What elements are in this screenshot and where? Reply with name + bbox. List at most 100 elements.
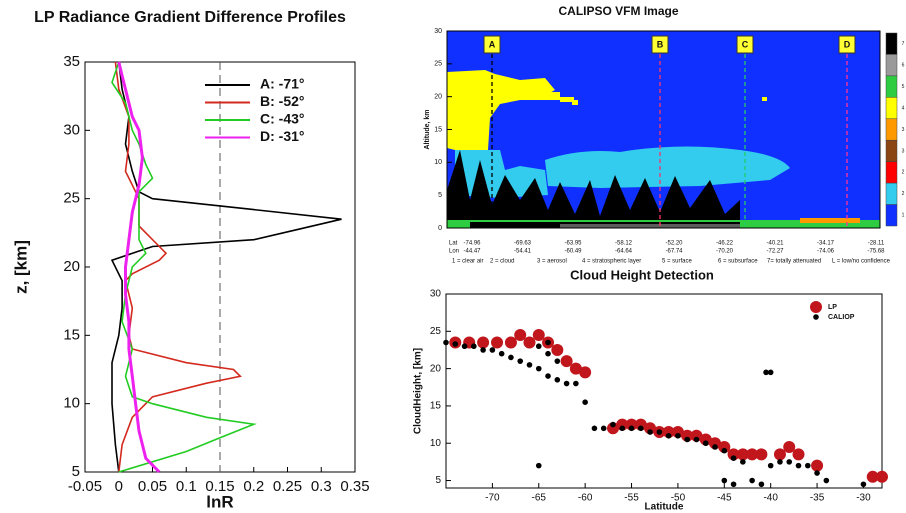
lon-value: -70.20 <box>716 249 734 255</box>
y-tick-label: 25 <box>434 61 442 68</box>
scatter-point <box>477 336 490 349</box>
scatter-point <box>471 343 477 350</box>
x-axis-label: lnR <box>206 492 233 511</box>
scatter-point <box>721 447 728 454</box>
x-tick-label: 0 <box>115 478 123 495</box>
y-axis-label: z, [km] <box>11 240 30 294</box>
scatter-point <box>560 355 573 368</box>
colorbar-cell <box>885 161 898 184</box>
vfm-cloud <box>545 146 790 188</box>
lat-value: -69.63 <box>514 241 532 247</box>
class-legend: 5 = surface <box>662 259 693 265</box>
scatter-point <box>746 448 759 461</box>
scatter-point <box>671 426 684 439</box>
marker-label: D <box>844 39 851 49</box>
lat-value: -46.22 <box>716 241 734 247</box>
lon-value: -64.64 <box>615 249 633 255</box>
scatter-point <box>616 418 629 431</box>
marker-label: B <box>657 39 664 49</box>
lat-value: -40.21 <box>766 241 784 247</box>
scatter-point <box>727 448 740 461</box>
scatter-point <box>545 350 551 357</box>
scatter-point <box>452 341 459 347</box>
scatter-point <box>665 432 672 439</box>
y-tick-label: 20 <box>434 94 442 101</box>
scatter-point <box>551 343 564 356</box>
scatter-point <box>461 343 468 350</box>
scatter-point <box>860 481 867 488</box>
scatter-point <box>545 373 551 379</box>
legend-swatch <box>810 301 822 313</box>
vfm-subsurface <box>560 224 740 228</box>
y-tick-label: 20 <box>430 363 442 374</box>
scatter-point <box>823 477 830 484</box>
y-tick-label: 30 <box>63 121 80 138</box>
colorbar-label: 2 <box>902 170 905 176</box>
x-tick-label: -70 <box>485 493 500 504</box>
scatter-point <box>690 429 703 442</box>
scatter-point <box>443 339 449 346</box>
y-tick-label: 10 <box>430 438 442 449</box>
plot-frame <box>445 293 883 489</box>
scatter-point <box>517 358 524 364</box>
x-tick-label: -45 <box>717 493 732 504</box>
marker-box <box>651 35 669 54</box>
colorbar-label: 1 <box>902 213 905 219</box>
scatter-point <box>638 425 644 432</box>
scatter-point <box>730 481 737 488</box>
scatter-point <box>792 448 805 461</box>
colorbar-cell <box>885 32 898 55</box>
lon-value: -54.41 <box>514 249 532 255</box>
scatter-point <box>693 436 700 443</box>
scatter-point <box>811 459 824 472</box>
scatter-point <box>514 329 527 342</box>
legend-label: A: -71° <box>260 76 305 92</box>
scatter-point <box>783 440 796 453</box>
lon-value: -60.49 <box>564 249 582 255</box>
scatter-point <box>554 358 561 364</box>
scatter-point <box>606 422 619 435</box>
x-tick-label: 0.05 <box>138 478 167 495</box>
x-tick-label: -0.05 <box>68 478 102 495</box>
x-tick-label: -30 <box>856 493 871 504</box>
y-tick-label: 5 <box>435 475 441 486</box>
colorbar-label: 5 <box>902 84 905 90</box>
y-tick-label: 5 <box>438 192 442 199</box>
lon-value: -74.06 <box>817 249 835 255</box>
scatter-point <box>545 339 551 346</box>
y-tick-label: 10 <box>63 395 80 412</box>
legend-label: CALIOP <box>828 314 855 321</box>
scatter-point <box>702 440 709 447</box>
colorbar-label: 3 <box>902 148 905 154</box>
class-legend: L = low/no confidence <box>832 259 891 265</box>
scatter-point <box>532 329 545 342</box>
lat-value: -74.96 <box>463 241 481 247</box>
scatter-point <box>498 350 505 357</box>
class-legend: 1 = clear air <box>452 259 484 265</box>
scatter-point <box>625 418 638 431</box>
scatter-point <box>634 418 647 431</box>
scatter-point <box>749 477 755 484</box>
y-tick-label: 30 <box>430 289 442 300</box>
x-tick-label: 0.3 <box>311 478 332 495</box>
scatter-point <box>814 470 820 476</box>
vfm-aerosol-low <box>800 218 860 223</box>
x-tick-label: -35 <box>810 493 825 504</box>
scatter-point <box>535 365 542 372</box>
scatter-point <box>755 448 768 461</box>
colorbar-label: 2 <box>902 191 905 197</box>
lat-value: -63.95 <box>564 241 582 247</box>
y-tick-label: 10 <box>434 159 442 166</box>
y-tick-label: 20 <box>63 258 80 275</box>
y-tick-label: 15 <box>430 401 442 412</box>
y-tick-label: 25 <box>430 326 442 337</box>
vfm-image <box>447 31 880 228</box>
x-tick-label: 0.2 <box>243 478 264 495</box>
colorbar-cell <box>885 54 898 77</box>
colorbar-label: 6 <box>902 62 905 68</box>
class-legend: 6 = subsurface <box>718 259 758 265</box>
scatter-point <box>579 366 592 379</box>
y-tick-label: 5 <box>72 463 80 480</box>
scatter-point <box>730 455 737 461</box>
x-tick-label: -60 <box>578 493 593 504</box>
